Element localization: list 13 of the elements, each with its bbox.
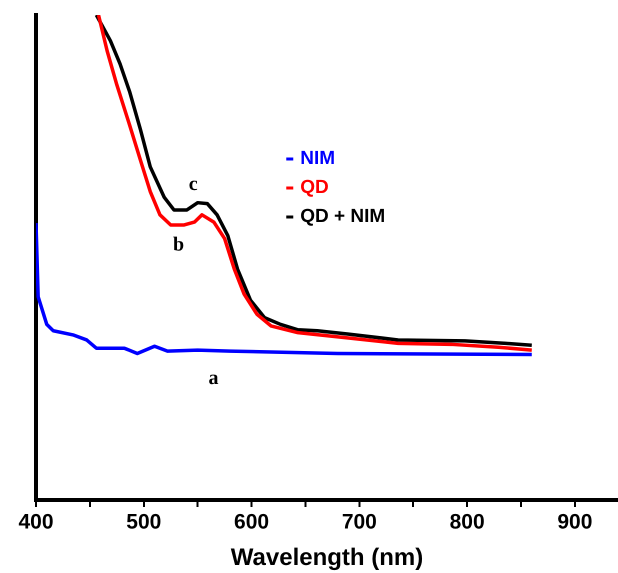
x-tick-label: 400 xyxy=(18,510,54,534)
x-tick-label: 600 xyxy=(234,510,270,534)
legend-label: NIM xyxy=(300,148,336,170)
annotation: b xyxy=(173,234,184,256)
legend-label: QD xyxy=(300,177,329,198)
x-tick-label: 900 xyxy=(557,510,592,534)
legend-label: QD + NIM xyxy=(300,206,386,228)
annotation: c xyxy=(188,172,198,195)
x-tick-label: 500 xyxy=(126,510,162,534)
x-axis-title: Wavelength (nm) xyxy=(230,544,424,572)
x-tick-label: 800 xyxy=(450,510,485,534)
annotation: a xyxy=(208,366,219,389)
x-tick-label: 700 xyxy=(342,510,377,534)
